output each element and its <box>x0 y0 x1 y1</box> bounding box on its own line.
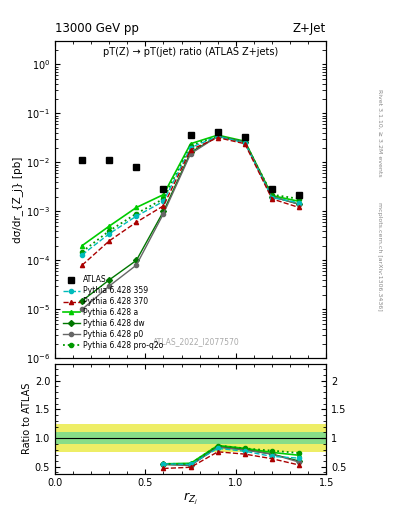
Pythia 6.428 dw <box>107 277 112 283</box>
Pythia 6.428 p0 <box>188 151 193 157</box>
Text: mcplots.cern.ch [arXiv:1306.3436]: mcplots.cern.ch [arXiv:1306.3436] <box>377 202 382 310</box>
Pythia 6.428 a <box>134 204 139 210</box>
Pythia 6.428 dw <box>188 150 193 156</box>
Pythia 6.428 dw <box>215 133 220 139</box>
Pythia 6.428 370 <box>297 204 301 210</box>
Pythia 6.428 p0 <box>297 201 301 207</box>
Text: Z+Jet: Z+Jet <box>293 22 326 35</box>
Pythia 6.428 pro-q2o <box>80 249 84 255</box>
X-axis label: $r_{Z_j}$: $r_{Z_j}$ <box>183 491 198 507</box>
Line: Pythia 6.428 359: Pythia 6.428 359 <box>80 134 301 257</box>
Pythia 6.428 359 <box>270 195 274 201</box>
Legend: ATLAS, Pythia 6.428 359, Pythia 6.428 370, Pythia 6.428 a, Pythia 6.428 dw, Pyth: ATLAS, Pythia 6.428 359, Pythia 6.428 37… <box>62 274 165 351</box>
Line: Pythia 6.428 370: Pythia 6.428 370 <box>80 136 301 267</box>
Pythia 6.428 a <box>242 138 247 144</box>
Pythia 6.428 p0 <box>215 133 220 139</box>
ATLAS <box>80 157 84 163</box>
Pythia 6.428 dw <box>242 139 247 145</box>
Pythia 6.428 370 <box>134 219 139 225</box>
Text: Rivet 3.1.10, ≥ 3.2M events: Rivet 3.1.10, ≥ 3.2M events <box>377 89 382 177</box>
Pythia 6.428 359 <box>242 140 247 146</box>
Pythia 6.428 a <box>270 193 274 199</box>
ATLAS <box>242 134 247 140</box>
Pythia 6.428 a <box>80 243 84 249</box>
Pythia 6.428 pro-q2o <box>297 196 301 202</box>
ATLAS <box>297 191 301 198</box>
Y-axis label: Ratio to ATLAS: Ratio to ATLAS <box>22 383 32 454</box>
Pythia 6.428 dw <box>161 208 166 215</box>
ATLAS <box>107 157 112 163</box>
Pythia 6.428 359 <box>161 198 166 204</box>
Pythia 6.428 pro-q2o <box>242 139 247 145</box>
Pythia 6.428 a <box>297 198 301 204</box>
Line: Pythia 6.428 pro-q2o: Pythia 6.428 pro-q2o <box>80 134 301 254</box>
Text: ATLAS_2022_I2077570: ATLAS_2022_I2077570 <box>152 337 239 346</box>
Pythia 6.428 p0 <box>107 283 112 289</box>
Pythia 6.428 370 <box>242 141 247 147</box>
Line: Pythia 6.428 p0: Pythia 6.428 p0 <box>80 134 301 311</box>
Pythia 6.428 370 <box>80 262 84 268</box>
Pythia 6.428 p0 <box>270 194 274 200</box>
Line: Pythia 6.428 dw: Pythia 6.428 dw <box>80 134 301 303</box>
Pythia 6.428 359 <box>188 144 193 151</box>
Pythia 6.428 p0 <box>80 306 84 312</box>
Pythia 6.428 359 <box>215 133 220 139</box>
Pythia 6.428 359 <box>297 200 301 206</box>
Line: Pythia 6.428 a: Pythia 6.428 a <box>80 133 301 248</box>
ATLAS <box>215 129 220 135</box>
Pythia 6.428 dw <box>80 297 84 304</box>
Line: ATLAS: ATLAS <box>79 129 302 198</box>
Pythia 6.428 dw <box>134 258 139 264</box>
Y-axis label: dσ/dr_{Z_j} [pb]: dσ/dr_{Z_j} [pb] <box>12 157 23 243</box>
Pythia 6.428 pro-q2o <box>215 133 220 139</box>
Pythia 6.428 pro-q2o <box>107 228 112 234</box>
Pythia 6.428 359 <box>107 230 112 237</box>
Pythia 6.428 370 <box>107 238 112 244</box>
Pythia 6.428 359 <box>134 213 139 219</box>
Pythia 6.428 370 <box>188 147 193 153</box>
Pythia 6.428 a <box>188 141 193 147</box>
Pythia 6.428 pro-q2o <box>161 196 166 202</box>
Pythia 6.428 dw <box>270 194 274 200</box>
Pythia 6.428 pro-q2o <box>134 210 139 217</box>
Pythia 6.428 pro-q2o <box>270 191 274 198</box>
ATLAS <box>134 164 139 170</box>
Pythia 6.428 a <box>107 223 112 229</box>
ATLAS <box>188 132 193 138</box>
Pythia 6.428 pro-q2o <box>188 142 193 148</box>
Text: pT(Z) → pT(jet) ratio (ATLAS Z+jets): pT(Z) → pT(jet) ratio (ATLAS Z+jets) <box>103 47 278 57</box>
Pythia 6.428 a <box>161 191 166 198</box>
Text: 13000 GeV pp: 13000 GeV pp <box>55 22 139 35</box>
Pythia 6.428 a <box>215 132 220 138</box>
Pythia 6.428 359 <box>80 252 84 258</box>
Pythia 6.428 370 <box>215 135 220 141</box>
Pythia 6.428 370 <box>161 203 166 209</box>
Pythia 6.428 370 <box>270 196 274 202</box>
Pythia 6.428 dw <box>297 201 301 207</box>
Pythia 6.428 p0 <box>161 210 166 217</box>
ATLAS <box>270 186 274 193</box>
Pythia 6.428 p0 <box>134 262 139 268</box>
Pythia 6.428 p0 <box>242 139 247 145</box>
ATLAS <box>161 186 166 193</box>
